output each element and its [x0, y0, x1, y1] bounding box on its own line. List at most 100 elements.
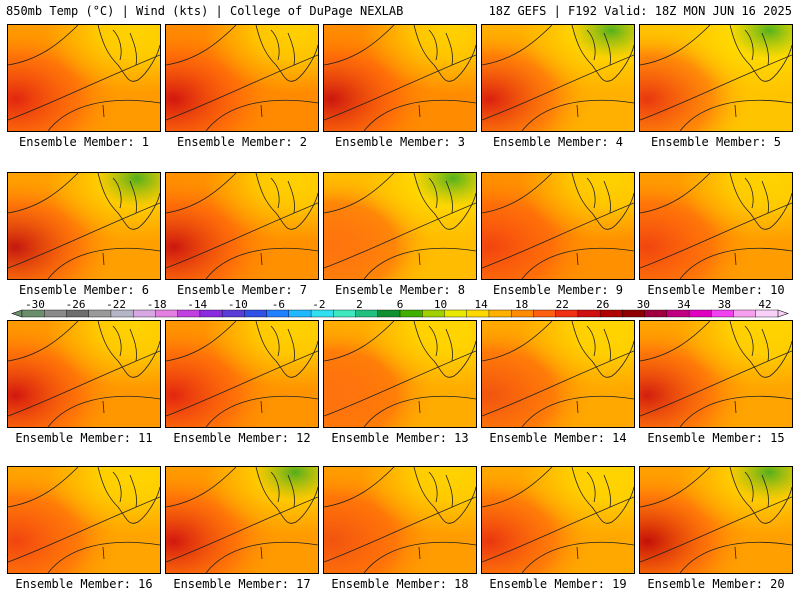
map-boundary-line [640, 321, 711, 362]
colorbar-swatch [622, 309, 646, 318]
chart-title: 850mb Temp (°C) | Wind (kts) | College o… [6, 4, 404, 18]
ensemble-map-3 [323, 24, 477, 132]
map-boundary-line [418, 546, 421, 560]
map-boundary-line [679, 99, 792, 131]
member-label-6: Ensemble Member: 6 [18, 283, 150, 297]
colorbar-swatch [110, 309, 134, 318]
map-boundary-line [363, 541, 476, 573]
colorbar-swatch [44, 309, 67, 318]
map-boundary-line [679, 395, 792, 427]
member-label-16: Ensemble Member: 16 [15, 577, 153, 591]
cool-anomaly [324, 173, 476, 279]
cool-anomaly [166, 321, 318, 427]
map-boundary-line [205, 99, 318, 131]
colorbar-swatch [244, 309, 268, 318]
map-boundary-line [734, 400, 737, 414]
colorbar-swatch [177, 309, 201, 318]
ensemble-map-11 [7, 320, 161, 428]
map-boundary-line [640, 467, 711, 508]
member-label-2: Ensemble Member: 2 [176, 135, 308, 149]
map-boundary-line [734, 546, 737, 560]
map-boundary-line [255, 25, 318, 82]
colorbar-swatch [199, 309, 223, 318]
map-field [166, 467, 318, 573]
map-boundary-line [97, 467, 160, 524]
map-boundary-line [270, 325, 295, 362]
map-boundary-line [640, 173, 711, 214]
map-boundary-line [270, 471, 295, 508]
map-boundary-line [8, 25, 79, 66]
colorbar-tick-label: -26 [66, 298, 86, 311]
map-boundary-line [112, 29, 137, 66]
member-label-9: Ensemble Member: 9 [492, 283, 624, 297]
ensemble-map-5 [639, 24, 793, 132]
run-valid-time: 18Z GEFS | F192 Valid: 18Z MON JUN 16 20… [488, 4, 792, 18]
colorbar-swatch [377, 309, 401, 318]
cool-anomaly [324, 321, 476, 427]
map-boundary-line [640, 25, 711, 66]
colorbar-swatch [510, 309, 534, 318]
map-boundary-line [418, 104, 421, 118]
map-boundary-line [166, 173, 237, 214]
map-boundary-line [482, 25, 553, 66]
cool-anomaly [166, 173, 318, 279]
map-field [8, 173, 160, 279]
map-boundary-line [679, 247, 792, 279]
map-boundary-line [324, 202, 476, 269]
map-boundary-line [102, 400, 105, 414]
map-boundary-line [482, 202, 634, 269]
map-boundary-line [255, 321, 318, 378]
map-boundary-line [482, 173, 553, 214]
map-boundary-line [324, 173, 395, 214]
colorbar-tick-label: 34 [677, 298, 691, 311]
map-boundary-line [734, 104, 737, 118]
cool-anomaly [482, 467, 634, 573]
map-boundary-line [324, 25, 395, 66]
cool-anomaly [482, 173, 634, 279]
ensemble-map-12 [165, 320, 319, 428]
map-field [166, 321, 318, 427]
colorbar-swatch [132, 309, 156, 318]
map-field [640, 173, 792, 279]
ensemble-map-7 [165, 172, 319, 280]
map-boundary-line [166, 350, 318, 417]
map-boundary-line [640, 350, 792, 417]
colorbar-tick-label: -2 [312, 298, 325, 311]
map-boundary-line [260, 400, 263, 414]
member-label-18: Ensemble Member: 18 [331, 577, 469, 591]
map-field [640, 25, 792, 131]
map-boundary-line [428, 471, 453, 508]
colorbar-swatch [577, 309, 601, 318]
map-field [324, 25, 476, 131]
colorbar-swatch [155, 309, 179, 318]
colorbar-swatch [666, 309, 690, 318]
cool-anomaly [640, 467, 792, 573]
map-boundary-line [205, 247, 318, 279]
map-field [166, 173, 318, 279]
map-boundary-line [576, 104, 579, 118]
ensemble-map-18 [323, 466, 477, 574]
colorbar-swatch [711, 309, 735, 318]
colorbar-tick-label: 10 [434, 298, 447, 311]
map-boundary-line [324, 496, 476, 563]
member-label-11: Ensemble Member: 11 [15, 431, 153, 445]
map-boundary-line [640, 202, 792, 269]
map-boundary-line [166, 54, 318, 121]
map-boundary-line [521, 247, 634, 279]
member-label-8: Ensemble Member: 8 [334, 283, 466, 297]
member-label-7: Ensemble Member: 7 [176, 283, 308, 297]
map-boundary-line [363, 247, 476, 279]
map-boundary-line [428, 325, 453, 362]
cool-anomaly [482, 25, 634, 131]
map-boundary-line [482, 350, 634, 417]
temperature-colorbar: -30 -26 -22 -18 -14 -10 -6 -2 2 6 10 14 18 22 26 30 34 38… [11, 298, 789, 318]
cool-anomaly [640, 321, 792, 427]
colorbar-swatch [555, 309, 579, 318]
map-boundary-line [482, 54, 634, 121]
cool-anomaly [482, 321, 634, 427]
map-boundary-line [8, 350, 160, 417]
map-boundary-line [586, 471, 611, 508]
colorbar-swatch [288, 309, 312, 318]
colorbar-tick-label: 26 [596, 298, 609, 311]
ensemble-map-17 [165, 466, 319, 574]
